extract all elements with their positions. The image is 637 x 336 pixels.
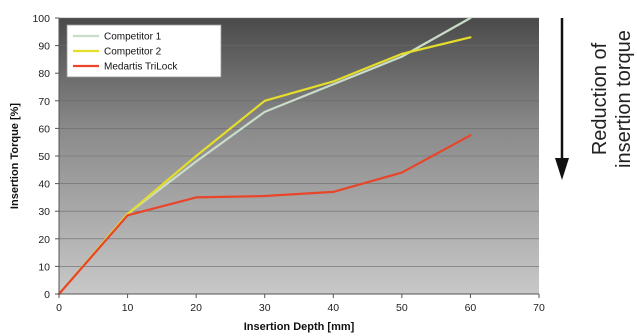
x-tick-label: 30 <box>259 302 271 314</box>
series-line-2 <box>57 36 472 296</box>
x-axis-title: Insertion Depth [mm] <box>244 321 355 333</box>
reduction-annotation: Reduction of insertion torque <box>555 18 635 180</box>
y-tick-label: 80 <box>38 68 50 80</box>
legend: Competitor 1 Competitor 2 Medartis TriLock <box>66 24 222 78</box>
y-tick-label: 0 <box>44 289 50 301</box>
y-axis-ticks: 0 10 20 30 40 50 60 70 80 90 100 <box>32 13 59 301</box>
annotation-line-2: insertion torque <box>613 30 635 168</box>
y-tick-label: 60 <box>38 123 50 135</box>
x-tick-label: 60 <box>465 302 477 314</box>
x-tick-label: 20 <box>190 302 202 314</box>
x-tick-label: 50 <box>396 302 408 314</box>
x-tick-label: 10 <box>122 302 134 314</box>
x-tick-label: 70 <box>533 302 545 314</box>
legend-label-3: Medartis TriLock <box>104 62 178 73</box>
x-tick-label: 40 <box>327 302 339 314</box>
y-tick-label: 90 <box>38 41 50 53</box>
y-tick-label: 10 <box>38 261 50 273</box>
y-tick-label: 30 <box>38 206 50 218</box>
down-arrow-icon <box>555 158 569 180</box>
x-axis-ticks: 0 10 20 30 40 50 60 70 <box>56 294 545 314</box>
annotation-line-1: Reduction of <box>589 42 611 155</box>
legend-label-1: Competitor 1 <box>104 32 162 43</box>
y-tick-label: 50 <box>38 151 50 163</box>
y-axis-title: Insertion Torque [%] <box>9 103 21 209</box>
y-tick-label: 100 <box>32 13 50 25</box>
x-tick-label: 0 <box>56 302 62 314</box>
y-tick-label: 70 <box>38 96 50 108</box>
legend-label-2: Competitor 2 <box>104 47 162 58</box>
series-layer <box>57 16 472 296</box>
series-line-3 <box>57 134 472 296</box>
y-tick-label: 20 <box>38 234 50 246</box>
y-tick-label: 40 <box>38 179 50 191</box>
